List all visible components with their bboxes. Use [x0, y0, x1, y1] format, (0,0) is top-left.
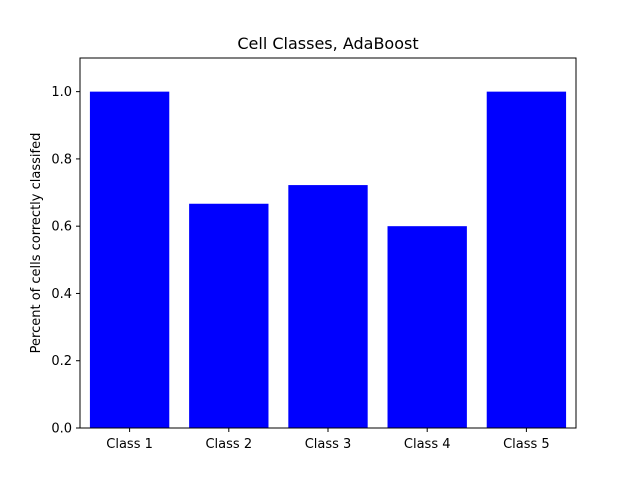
- bar-3: [288, 185, 368, 428]
- chart-title: Cell Classes, AdaBoost: [237, 34, 418, 53]
- bars-group: [89, 91, 567, 428]
- y-tick-label: 0.6: [51, 220, 72, 235]
- plot-area-frame: [79, 57, 577, 429]
- x-ticks-group: Class 1 Class 2 Class 3 Class 4 Class 5: [106, 428, 550, 452]
- bar-5: [486, 91, 567, 428]
- y-axis-label: Percent of cells correctly classifed: [29, 133, 44, 354]
- y-tick-label: 0.2: [51, 354, 72, 369]
- y-tick-label: 1.0: [51, 85, 72, 100]
- bar-1: [89, 91, 170, 428]
- y-ticks-group: 0.0 0.2 0.4 0.6 0.8 1.0: [51, 85, 80, 437]
- x-tick-label: Class 3: [305, 437, 352, 452]
- x-tick-label: Class 5: [503, 437, 550, 452]
- x-tick-label: Class 2: [205, 437, 252, 452]
- x-tick-label: Class 1: [106, 437, 153, 452]
- x-tick-label: Class 4: [404, 437, 451, 452]
- y-tick-label: 0.0: [51, 422, 72, 437]
- bar-2: [189, 203, 269, 428]
- bar-4: [387, 226, 467, 428]
- y-tick-label: 0.4: [51, 287, 72, 302]
- y-tick-label: 0.8: [51, 152, 72, 167]
